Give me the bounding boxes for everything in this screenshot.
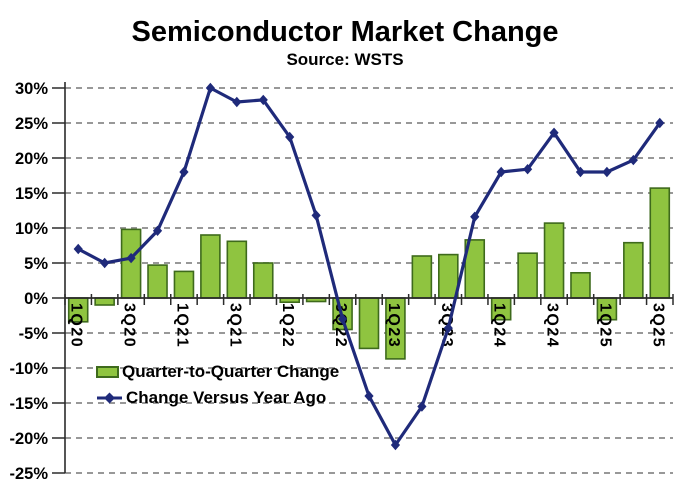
bar-1Q21	[173, 270, 195, 299]
marker-3Q23	[443, 322, 453, 334]
bar-2Q25	[623, 241, 644, 299]
y-label--25: -25%	[9, 465, 48, 483]
x-label-1Q22: 1Q22	[279, 303, 296, 348]
x-label-1Q23: 1Q23	[385, 303, 402, 348]
marker-3Q22	[337, 313, 348, 325]
marker-4Q20	[152, 225, 163, 236]
y-label-30: 30%	[15, 80, 48, 98]
chart-subtitle: Source: WSTS	[286, 50, 404, 69]
x-label-1Q20: 1Q20	[68, 303, 85, 348]
marker-2Q24	[523, 164, 533, 175]
marker-3Q21	[232, 96, 242, 108]
marker-2Q25	[628, 154, 638, 166]
bar-3Q23	[438, 253, 459, 299]
marker-3Q25	[655, 117, 665, 129]
y-label-0: 0%	[24, 290, 48, 308]
marker-2Q21	[205, 82, 215, 94]
bar-4Q21	[252, 262, 274, 299]
x-label-3Q24: 3Q24	[544, 303, 561, 348]
marker-1Q22	[285, 131, 295, 143]
y-label--15: -15%	[9, 395, 48, 413]
bar-3Q24	[543, 222, 565, 299]
x-label-3Q21: 3Q21	[226, 303, 243, 348]
bar-4Q22	[358, 297, 380, 350]
marker-1Q25	[602, 166, 612, 178]
bar-series-swatch-icon	[96, 365, 119, 378]
x-label-3Q20: 3Q20	[121, 303, 138, 348]
marker-1Q23	[390, 439, 401, 451]
marker-3Q24	[549, 127, 559, 138]
marker-2Q20	[100, 257, 110, 269]
marker-2Q23	[417, 401, 427, 412]
y-label-20: 20%	[15, 150, 48, 168]
bar-2Q21	[200, 234, 221, 299]
legend-item-qoq: Quarter-to-Quarter Change	[96, 363, 339, 380]
marker-4Q24	[575, 166, 586, 178]
line-series-swatch-icon	[96, 391, 123, 405]
y-label--10: -10%	[9, 360, 48, 378]
y-label-10: 10%	[15, 220, 48, 238]
marker-1Q21	[179, 166, 189, 178]
marker-2Q22	[311, 210, 321, 221]
chart-title: Semiconductor Market Change	[131, 16, 559, 48]
legend-item-yoy: Change Versus Year Ago	[96, 389, 339, 406]
y-label--20: -20%	[9, 430, 48, 448]
marker-1Q20	[73, 243, 83, 255]
y-label-15: 15%	[15, 185, 48, 203]
bar-2Q20	[94, 297, 115, 306]
marker-4Q21	[258, 94, 268, 106]
x-label-1Q25: 1Q25	[596, 303, 613, 348]
y-label-25: 25%	[15, 115, 48, 133]
legend: Quarter-to-Quarter Change Change Versus …	[96, 363, 339, 406]
legend-label-qoq: Quarter-to-Quarter Change	[122, 362, 340, 381]
x-label-1Q24: 1Q24	[491, 303, 508, 348]
marker-4Q23	[470, 211, 480, 222]
x-label-3Q25: 3Q25	[649, 303, 666, 348]
y-label--5: -5%	[19, 325, 49, 343]
x-label-1Q21: 1Q21	[173, 303, 190, 348]
legend-label-yoy: Change Versus Year Ago	[126, 388, 327, 407]
marker-1Q24	[496, 166, 506, 178]
bar-4Q20	[147, 264, 168, 299]
x-label-3Q22: 3Q22	[332, 303, 349, 348]
bar-2Q24	[517, 252, 538, 299]
marker-4Q22	[364, 390, 374, 402]
marker-3Q20	[126, 252, 136, 264]
bar-4Q24	[570, 271, 591, 299]
bar-3Q25	[649, 187, 671, 299]
bar-3Q21	[226, 240, 248, 299]
bar-2Q23	[411, 255, 433, 299]
bar-3Q20	[120, 228, 142, 299]
y-label-5: 5%	[24, 255, 48, 273]
